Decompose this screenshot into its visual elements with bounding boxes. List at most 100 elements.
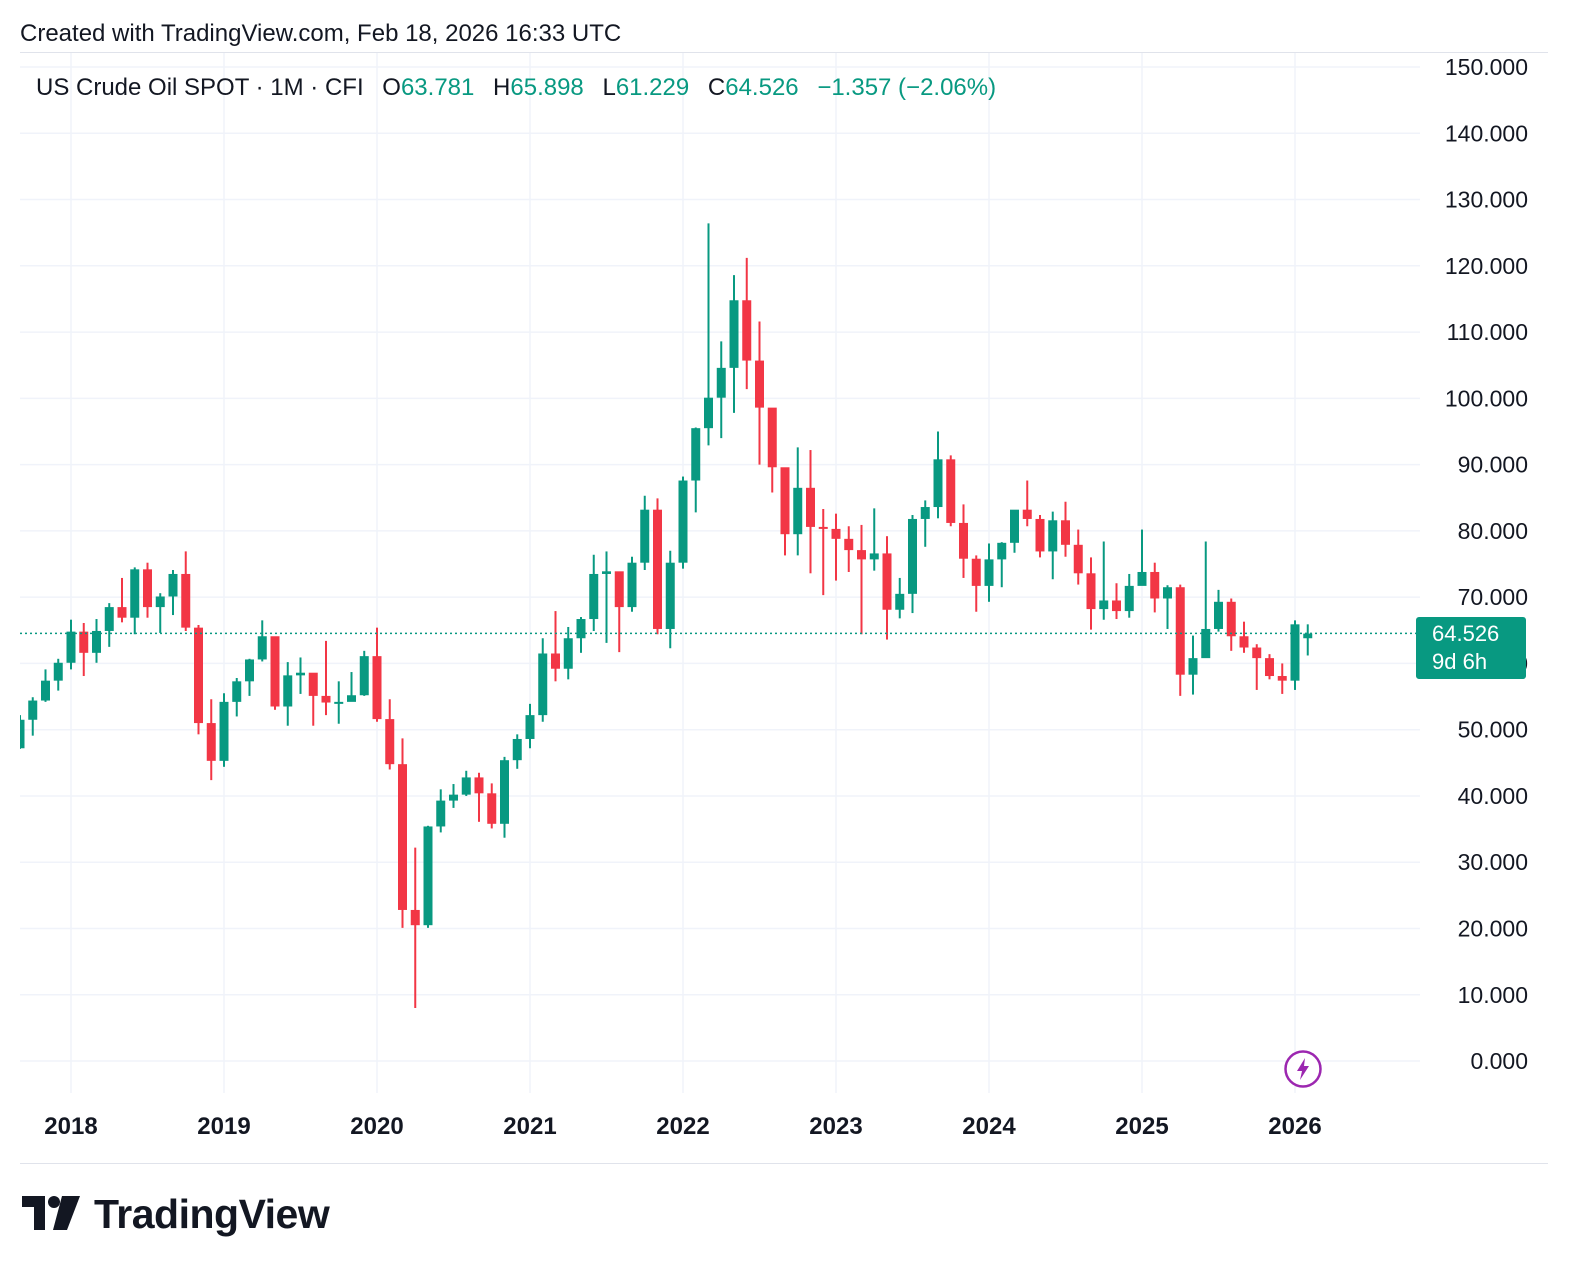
candle-body (1112, 600, 1121, 612)
lightning-bolt-icon[interactable] (1284, 1050, 1322, 1088)
candle-body (436, 800, 446, 827)
candle-body (219, 701, 229, 761)
x-tick-label: 2020 (350, 1113, 403, 1140)
candle-body (691, 428, 701, 481)
y-tick-label: 130.000 (1445, 187, 1528, 213)
x-tick-label: 2019 (197, 1113, 250, 1140)
candle-body (1252, 647, 1262, 659)
candle-body (334, 701, 344, 704)
candle-body (194, 627, 203, 724)
candle-body (755, 360, 764, 408)
candle-body (1201, 628, 1211, 659)
candle-body (398, 764, 407, 910)
candle-body (1022, 509, 1032, 519)
candle-body (1214, 601, 1223, 629)
candle-body (1061, 520, 1070, 545)
candle-body (627, 562, 637, 608)
candle-body (704, 397, 713, 429)
candle-body (20, 719, 25, 749)
candle-body (576, 619, 586, 639)
y-tick-label: 0.000 (1470, 1048, 1528, 1074)
candle-body (155, 596, 165, 608)
candle-body (831, 528, 841, 539)
y-tick-label: 30.000 (1458, 849, 1528, 875)
candle-body (525, 715, 535, 739)
chart-frame[interactable]: 150.000 140.000 130.000 120.000 110.000 100.0… (20, 52, 1548, 1164)
candle-body (130, 569, 140, 618)
candle-body (232, 681, 242, 702)
legend-open-value: 63.781 (400, 74, 475, 101)
candle-body (780, 467, 790, 535)
last-price-badge: 64.526 9d 6h (1416, 617, 1526, 679)
y-tick-label: 90.000 (1458, 452, 1528, 478)
candle-body (589, 573, 599, 620)
candle-body (308, 672, 318, 696)
candle-body (1073, 544, 1083, 574)
candle-body (614, 571, 624, 608)
x-tick-label: 2025 (1115, 1113, 1168, 1140)
candle-body (946, 459, 956, 523)
candle-body (206, 723, 216, 761)
candle-body (181, 573, 191, 628)
candle-body (908, 518, 917, 594)
candle-body (143, 569, 152, 608)
candle-body (245, 659, 254, 682)
candle-body (1048, 520, 1058, 552)
candle-body (869, 553, 879, 560)
y-tick-label: 150.000 (1445, 54, 1528, 80)
candle-body (959, 522, 968, 559)
candle-body (1099, 600, 1109, 610)
candle-body (984, 559, 994, 586)
y-tick-label: 50.000 (1458, 717, 1528, 743)
legend-low-value: 61.229 (615, 74, 690, 101)
candle-body (653, 509, 662, 629)
candle-body (1226, 601, 1236, 637)
candlestick-chart[interactable]: 150.000 140.000 130.000 120.000 110.000 100.0… (20, 53, 1548, 1163)
bar-countdown: 9d 6h (1432, 649, 1488, 674)
candle-body (1150, 571, 1160, 599)
candle-body (793, 487, 803, 535)
candle-body (1163, 587, 1172, 599)
y-tick-label: 10.000 (1458, 982, 1528, 1008)
candle-body (423, 826, 433, 926)
legend-change: −1.357 (−2.06%) (817, 74, 997, 101)
candle-body (933, 459, 943, 508)
candle-body (1124, 585, 1134, 612)
candle-body (563, 638, 573, 669)
legend-symbol[interactable]: US Crude Oil SPOT · 1M · CFI (36, 74, 364, 101)
last-price-value: 64.526 (1432, 621, 1500, 646)
y-tick-label: 140.000 (1445, 120, 1528, 146)
y-tick-label: 70.000 (1458, 584, 1528, 610)
tradingview-logo[interactable]: TradingView (22, 1190, 330, 1238)
candle-body (512, 738, 522, 761)
candle-body (270, 636, 280, 707)
candle-body (895, 593, 905, 610)
candle-body (551, 653, 560, 669)
candle-body (1035, 518, 1045, 552)
candle-body (359, 656, 369, 696)
symbol-legend: US Crude Oil SPOT · 1M · CFI O63.781 H65… (36, 74, 996, 102)
candle-body (882, 553, 892, 610)
candle-body (640, 509, 650, 563)
candle-body (53, 662, 63, 681)
candle-body (500, 760, 509, 824)
candle-body (729, 300, 739, 368)
legend-low-label: L (602, 74, 616, 101)
candle-body (117, 607, 127, 618)
candle-body (857, 550, 866, 560)
candle-body (1086, 573, 1096, 610)
candle-body (920, 507, 930, 519)
candle-body (66, 631, 76, 663)
candle-body (79, 631, 89, 653)
candle-body (257, 636, 267, 660)
candle-body (665, 562, 675, 629)
candle-body (168, 573, 178, 597)
candle-body (1290, 624, 1300, 681)
legend-close-label: C (707, 74, 726, 101)
tradingview-wordmark: TradingView (94, 1190, 330, 1237)
candle-body (1175, 587, 1185, 675)
x-tick-label: 2023 (809, 1113, 862, 1140)
candle-body (678, 480, 688, 563)
x-tick-label: 2018 (44, 1113, 97, 1140)
legend-open-label: O (382, 74, 401, 101)
